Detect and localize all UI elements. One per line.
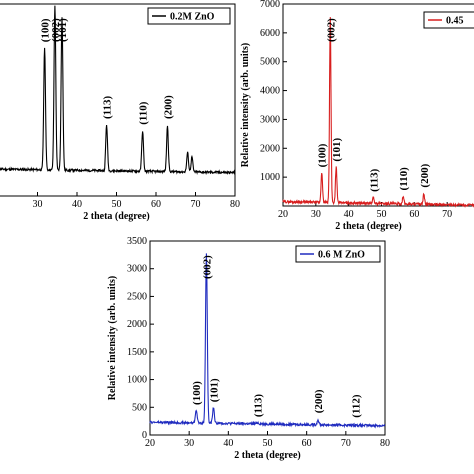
- y-tick-label: 7000: [260, 0, 280, 10]
- x-tick-label: 40: [344, 209, 354, 220]
- x-tick-label: 70: [341, 438, 351, 449]
- y-tick-label: 1500: [127, 347, 147, 358]
- y-axis-title: Relative intensity (arb. units): [240, 43, 251, 167]
- y-tick-label: 3000: [260, 114, 280, 125]
- legend-label: 0.6 M ZnO: [318, 250, 365, 261]
- peak-label: (113): [253, 394, 265, 418]
- peak-label: (101): [331, 137, 343, 161]
- x-tick-label: 30: [311, 209, 321, 220]
- x-tick-label: 30: [184, 438, 194, 449]
- legend-box: [295, 245, 381, 263]
- x-tick-label: 50: [377, 209, 387, 220]
- x-tick-label: 80: [380, 438, 390, 449]
- y-tick-label: 2000: [260, 143, 280, 154]
- x-tick-label: 60: [409, 209, 419, 220]
- y-tick-label: 500: [132, 402, 147, 413]
- peak-label: (002): [325, 18, 337, 42]
- peak-label: (200): [162, 95, 174, 119]
- peak-label: (110): [138, 101, 150, 125]
- x-tick-label: 70: [191, 199, 201, 210]
- peak-label: (101): [208, 378, 220, 402]
- y-tick-label: 1000: [127, 375, 147, 386]
- y-tick-label: 0: [142, 430, 147, 441]
- peak-label: (113): [102, 95, 114, 119]
- x-axis-title: 2 theta (degree): [234, 450, 300, 461]
- series-line: [0, 5, 236, 176]
- y-axis-title: Relative intensity (arb. units): [107, 276, 118, 400]
- legend-box: [147, 7, 231, 25]
- x-tick-label: 30: [33, 199, 43, 210]
- y-tick-label: 6000: [260, 28, 280, 39]
- peak-label: (200): [419, 163, 431, 187]
- y-tick-label: 4000: [260, 86, 280, 97]
- x-tick-label: 40: [72, 199, 82, 210]
- y-tick-label: 2500: [127, 291, 147, 302]
- x-tick-label: 20: [145, 438, 155, 449]
- peak-label: (113): [368, 168, 380, 192]
- peak-label: (100): [191, 381, 203, 405]
- legend-label: 0.2M ZnO: [170, 12, 215, 23]
- chart-panel-a: 30 40 50 60 70 802 theta (degree)(100)(002)(1…: [0, 3, 240, 222]
- legend-box: [423, 11, 474, 29]
- x-tick-label: 80: [230, 199, 240, 210]
- series-line: [282, 17, 474, 209]
- series-line: [149, 253, 386, 429]
- peak-label: (110): [398, 167, 410, 191]
- peak-label: (101): [57, 18, 69, 42]
- peak-label: (200): [313, 389, 325, 413]
- peak-label: (002): [201, 255, 213, 279]
- x-axis-title: 2 theta (degree): [83, 211, 149, 222]
- peak-label: (112): [351, 394, 363, 418]
- peak-label: (100): [40, 18, 52, 42]
- y-tick-label: 5000: [260, 57, 280, 68]
- legend-label: 0.45: [446, 16, 464, 27]
- x-tick-label: 60: [302, 438, 312, 449]
- x-tick-label: 50: [263, 438, 273, 449]
- y-tick-label: 3500: [127, 236, 147, 247]
- x-tick-label: 60: [151, 199, 161, 210]
- chart-panel-b: 20 30 40 50 60 70 1000 2000 3000 4000 5000 6000 7000…: [240, 0, 474, 232]
- chart-panel-c: 20 30 40 50 60 70 80 0 500 1000 1500 2000 2500 3000 35…: [107, 236, 390, 461]
- y-tick-label: 3000: [127, 264, 147, 275]
- peak-label: (002): [50, 18, 62, 42]
- y-tick-label: 1000: [260, 172, 280, 183]
- y-tick-label: 2000: [127, 319, 147, 330]
- x-tick-label: 40: [223, 438, 233, 449]
- x-axis-title: 2 theta (degree): [335, 221, 401, 232]
- x-tick-label: 70: [442, 209, 452, 220]
- plot-frame: [0, 3, 236, 197]
- peak-label: (100): [317, 143, 329, 167]
- x-tick-label: 20: [278, 209, 288, 220]
- x-tick-label: 50: [112, 199, 122, 210]
